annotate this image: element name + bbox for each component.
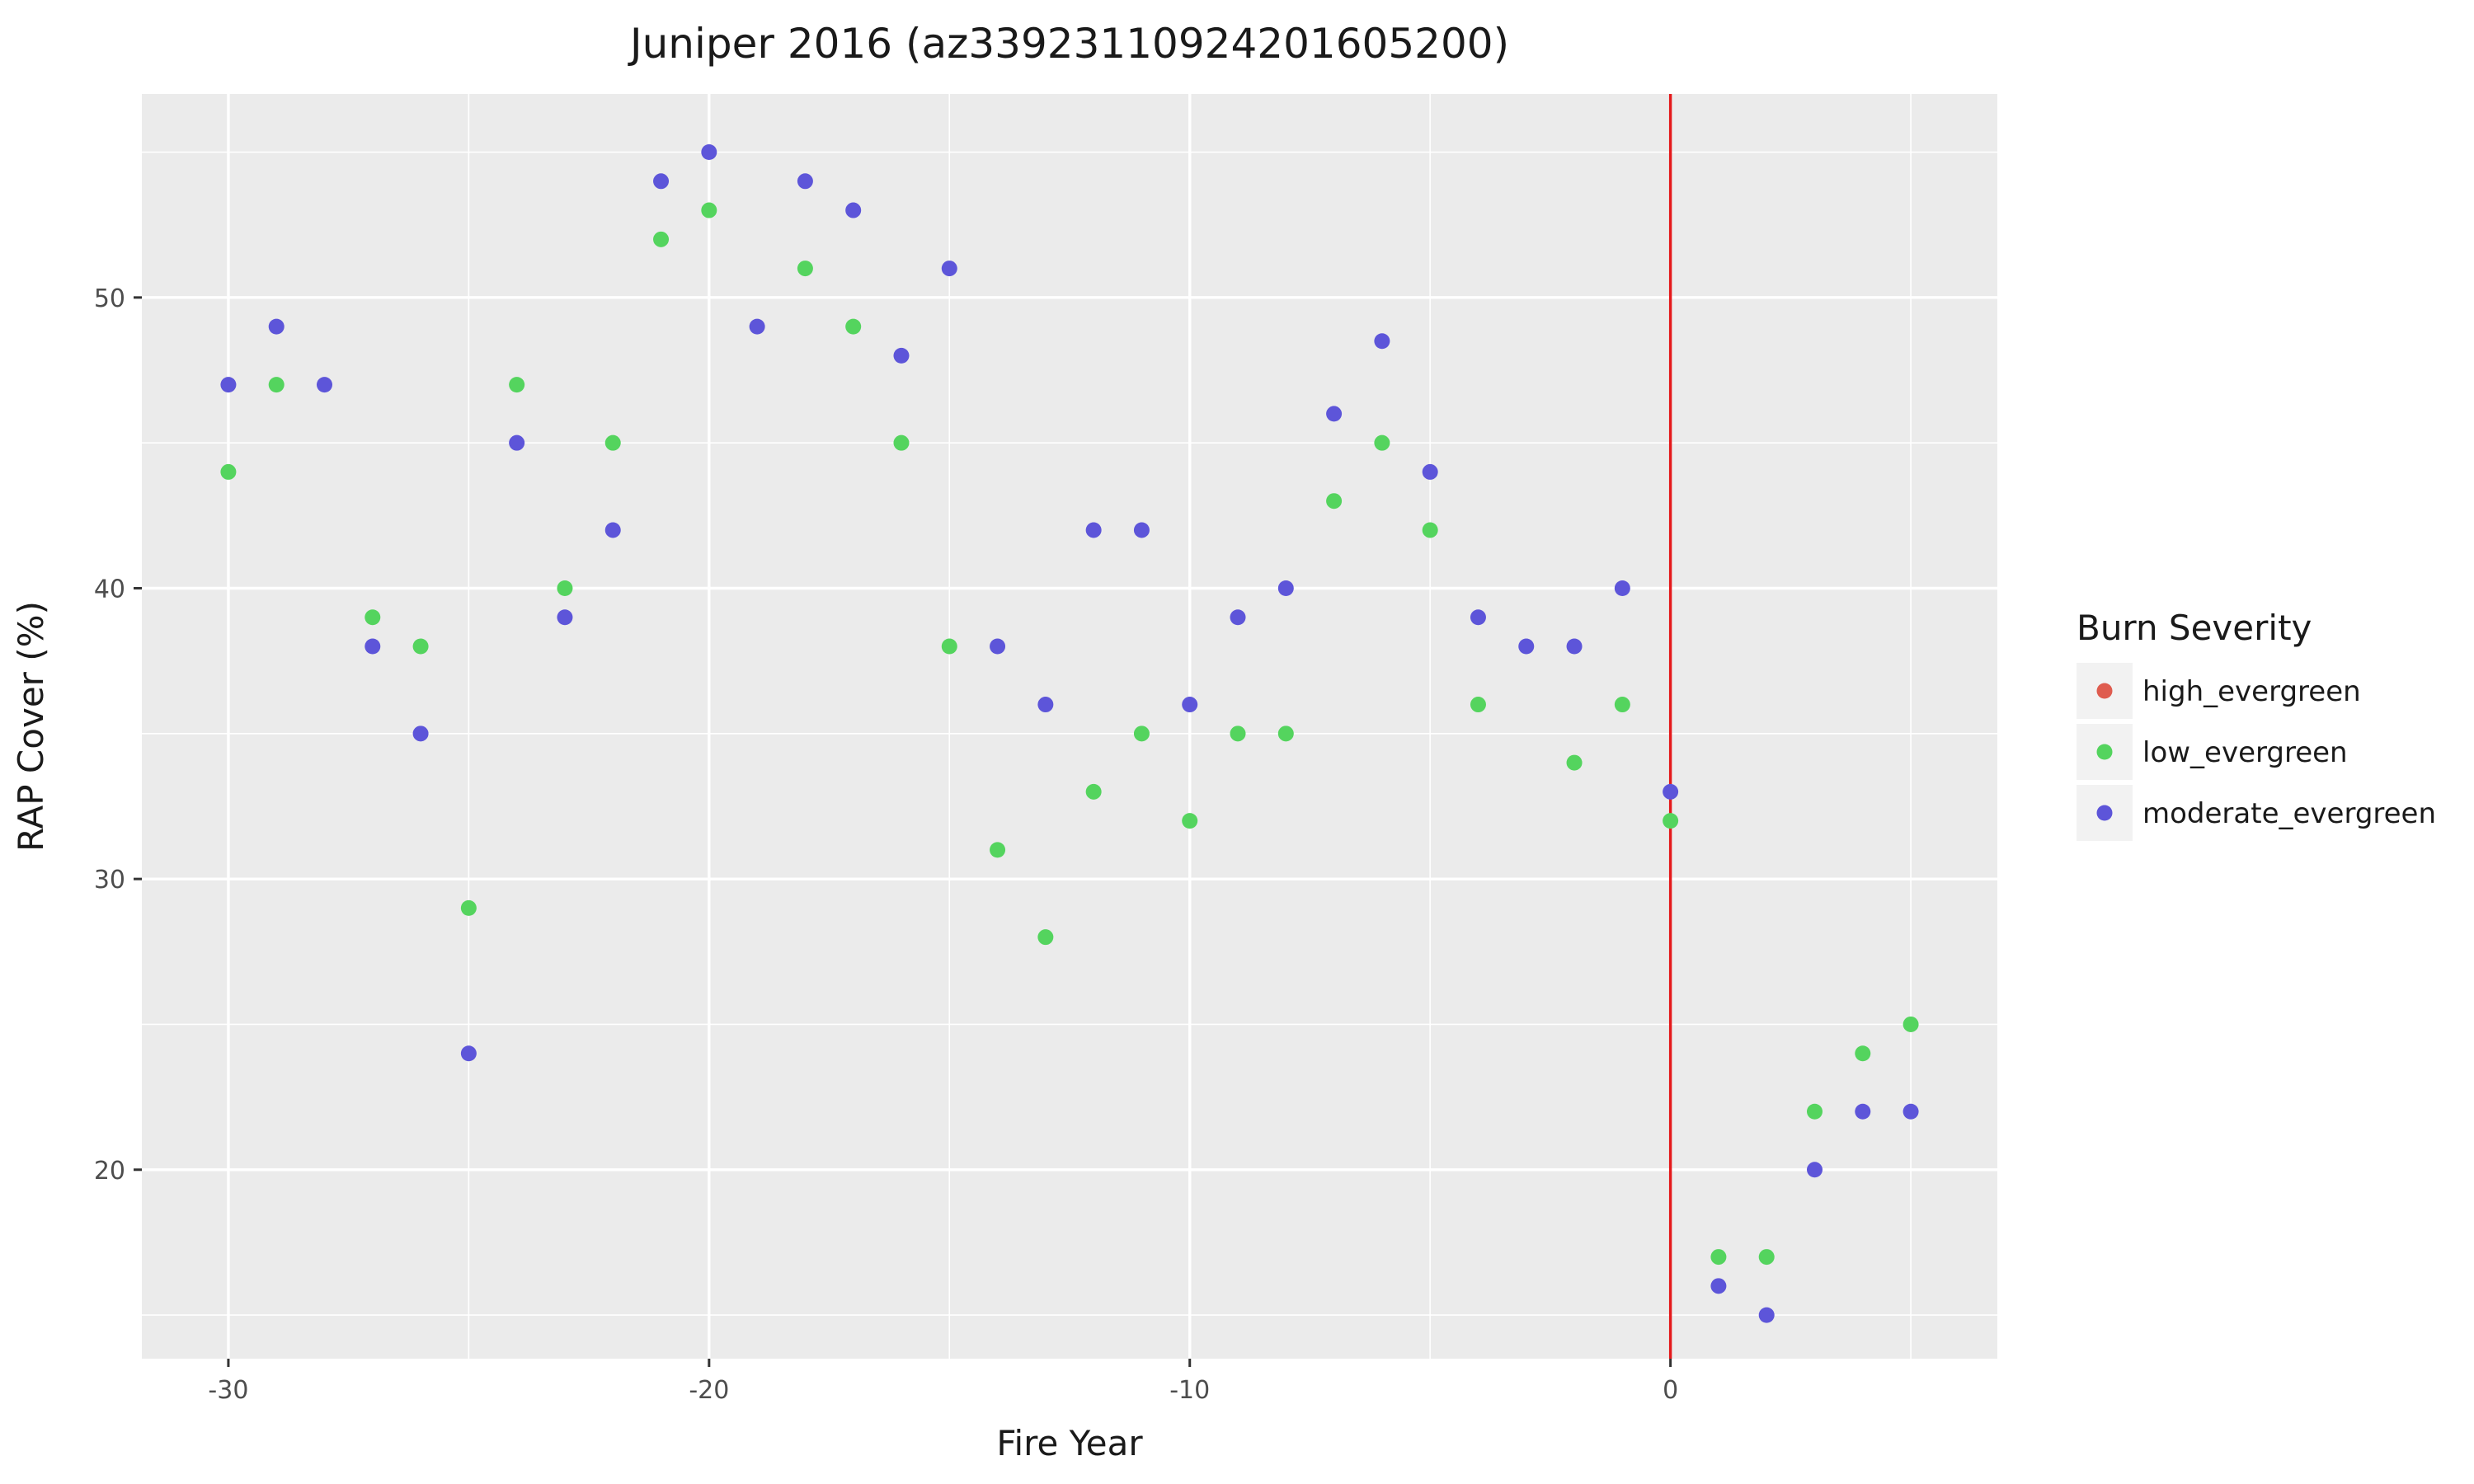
data-point-low_evergreen <box>365 609 381 626</box>
data-point-moderate_evergreen <box>1758 1307 1775 1323</box>
data-point-moderate_evergreen <box>1566 638 1583 655</box>
data-point-low_evergreen <box>990 842 1006 858</box>
data-point-moderate_evergreen <box>268 318 285 335</box>
data-point-low_evergreen <box>701 202 717 218</box>
x-tick-label: -20 <box>689 1376 729 1405</box>
legend-key-high_evergreen <box>2096 683 2113 699</box>
legend-title: Burn Severity <box>2077 608 2312 648</box>
legend: Burn Severity high_evergreen low_evergree… <box>2077 608 2436 841</box>
data-point-moderate_evergreen <box>893 347 910 364</box>
y-tick-label: 20 <box>94 1157 125 1186</box>
data-point-moderate_evergreen <box>845 202 862 218</box>
data-point-moderate_evergreen <box>1277 580 1294 596</box>
data-point-low_evergreen <box>1277 726 1294 742</box>
data-point-moderate_evergreen <box>604 522 621 538</box>
data-point-low_evergreen <box>797 261 813 277</box>
legend-key-moderate_evergreen <box>2096 805 2113 821</box>
data-point-moderate_evergreen <box>1374 333 1390 350</box>
data-point-moderate_evergreen <box>990 638 1006 655</box>
data-point-low_evergreen <box>1182 813 1198 829</box>
data-point-moderate_evergreen <box>1710 1278 1727 1294</box>
data-point-moderate_evergreen <box>1422 463 1438 480</box>
data-point-moderate_evergreen <box>1903 1103 1919 1120</box>
data-point-moderate_evergreen <box>797 173 813 190</box>
data-point-low_evergreen <box>1326 493 1343 510</box>
y-axis-ticks: 20 30 40 50 <box>94 284 142 1186</box>
data-point-low_evergreen <box>845 318 862 335</box>
data-point-low_evergreen <box>1085 783 1102 800</box>
x-axis-ticks: -30 -20 -10 0 <box>208 1359 1678 1405</box>
data-point-low_evergreen <box>1230 726 1246 742</box>
data-point-moderate_evergreen <box>220 377 237 393</box>
data-point-moderate_evergreen <box>1326 406 1343 422</box>
data-point-low_evergreen <box>1758 1249 1775 1266</box>
data-point-low_evergreen <box>1663 813 1679 829</box>
data-point-low_evergreen <box>412 638 429 655</box>
x-tick-label: -30 <box>208 1376 248 1405</box>
data-point-low_evergreen <box>1374 434 1390 451</box>
data-point-moderate_evergreen <box>460 1045 477 1062</box>
data-point-low_evergreen <box>604 434 621 451</box>
y-tick-label: 50 <box>94 284 125 313</box>
data-point-moderate_evergreen <box>701 144 717 161</box>
data-point-low_evergreen <box>653 231 670 247</box>
minor-gridlines <box>142 94 1997 1359</box>
data-point-low_evergreen <box>1133 726 1150 742</box>
data-point-moderate_evergreen <box>1663 783 1679 800</box>
data-point-moderate_evergreen <box>1182 697 1198 713</box>
plot-panel <box>142 94 1997 1359</box>
data-point-low_evergreen <box>893 434 910 451</box>
x-axis-title: Fire Year <box>996 1423 1143 1463</box>
legend-label-high_evergreen: high_evergreen <box>2142 675 2361 708</box>
data-point-moderate_evergreen <box>1806 1162 1823 1178</box>
y-tick-label: 30 <box>94 866 125 895</box>
data-point-moderate_evergreen <box>1855 1103 1871 1120</box>
data-point-low_evergreen <box>1422 522 1438 538</box>
x-tick-label: -10 <box>1169 1376 1210 1405</box>
legend-label-low_evergreen: low_evergreen <box>2142 736 2348 769</box>
data-point-moderate_evergreen <box>941 261 957 277</box>
data-points <box>220 144 1919 1323</box>
data-point-moderate_evergreen <box>1614 580 1630 596</box>
data-point-low_evergreen <box>1037 929 1054 946</box>
legend-key-low_evergreen <box>2096 744 2113 760</box>
data-point-moderate_evergreen <box>1518 638 1535 655</box>
data-point-low_evergreen <box>1470 697 1486 713</box>
legend-label-moderate_evergreen: moderate_evergreen <box>2142 797 2436 830</box>
data-point-low_evergreen <box>509 377 525 393</box>
data-point-moderate_evergreen <box>509 434 525 451</box>
data-point-low_evergreen <box>220 463 237 480</box>
data-point-moderate_evergreen <box>317 377 333 393</box>
data-point-moderate_evergreen <box>1037 697 1054 713</box>
data-point-moderate_evergreen <box>412 726 429 742</box>
data-point-moderate_evergreen <box>1230 609 1246 626</box>
data-point-low_evergreen <box>557 580 573 596</box>
data-point-moderate_evergreen <box>749 318 765 335</box>
data-point-low_evergreen <box>1614 697 1630 713</box>
chart-title: Juniper 2016 (az33923110924201605200) <box>628 20 1509 68</box>
data-point-low_evergreen <box>1855 1045 1871 1062</box>
data-point-moderate_evergreen <box>1470 609 1486 626</box>
data-point-low_evergreen <box>941 638 957 655</box>
y-tick-label: 40 <box>94 575 125 603</box>
x-tick-label: 0 <box>1663 1376 1678 1405</box>
data-point-low_evergreen <box>1566 754 1583 771</box>
data-point-low_evergreen <box>460 899 477 916</box>
data-point-moderate_evergreen <box>365 638 381 655</box>
data-point-low_evergreen <box>268 377 285 393</box>
data-point-moderate_evergreen <box>653 173 670 190</box>
data-point-low_evergreen <box>1903 1016 1919 1032</box>
data-point-low_evergreen <box>1806 1103 1823 1120</box>
data-point-low_evergreen <box>1710 1249 1727 1266</box>
major-gridlines <box>142 94 1997 1359</box>
data-point-moderate_evergreen <box>1133 522 1150 538</box>
data-point-moderate_evergreen <box>557 609 573 626</box>
data-point-moderate_evergreen <box>1085 522 1102 538</box>
y-axis-title: RAP Cover (%) <box>11 601 51 852</box>
